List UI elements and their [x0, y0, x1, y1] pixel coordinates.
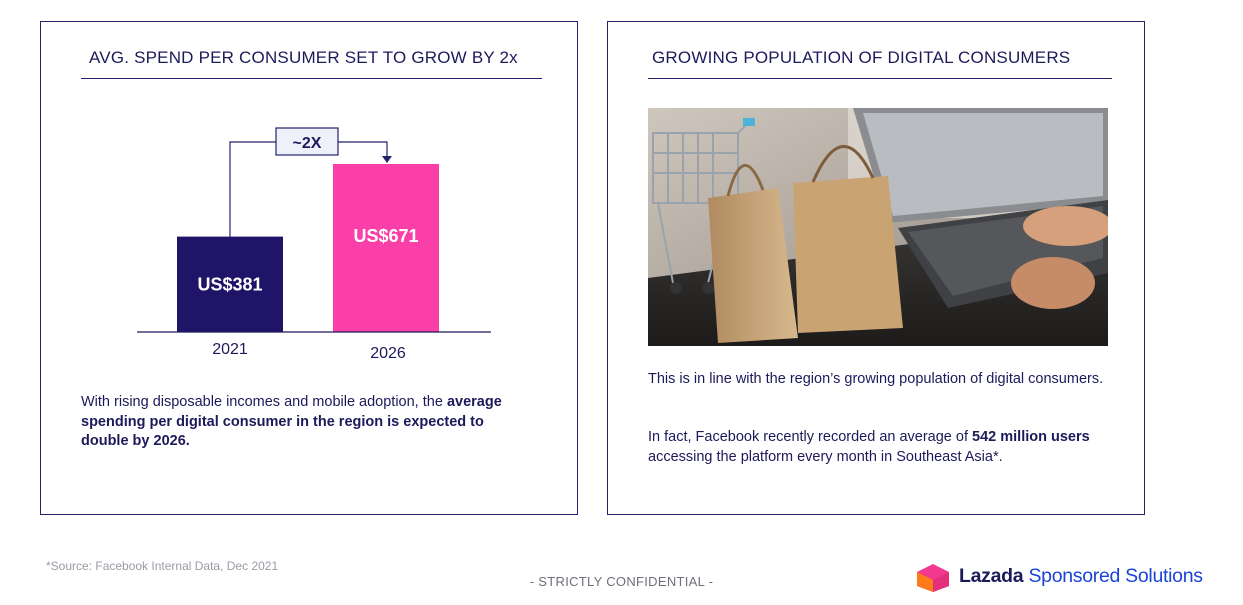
right-paragraph-2: In fact, Facebook recently recorded an a…	[648, 428, 1108, 467]
right-panel-title: GROWING POPULATION OF DIGITAL CONSUMERS	[652, 48, 1071, 67]
left-title-divider	[81, 78, 542, 79]
right-paragraph-1: This is in line with the region’s growin…	[648, 371, 1104, 387]
paragraph2-bold: 542 million users	[972, 429, 1090, 445]
brand-name: Lazada	[959, 564, 1024, 587]
right-panel: GROWING POPULATION OF DIGITAL CONSUMERS	[607, 21, 1145, 515]
lazada-logo-icon	[917, 564, 949, 592]
bar-2021	[177, 236, 283, 332]
value-label-2021: US$381	[197, 274, 262, 294]
growth-arrowhead	[382, 156, 392, 164]
paragraph2-start: In fact, Facebook recently recorded an a…	[648, 429, 973, 445]
left-panel: AVG. SPEND PER CONSUMER SET TO GROW BY 2…	[40, 21, 578, 515]
source-note: *Source: Facebook Internal Data, Dec 202…	[46, 559, 279, 573]
right-title-divider	[648, 78, 1112, 79]
description-plain-text: With rising disposable incomes and mobil…	[81, 394, 443, 410]
shopping-laptop-photo	[648, 108, 1108, 346]
spend-bar-chart: US$381 2021 US$671 2026 ~2X	[137, 127, 491, 362]
growth-annotation-box	[275, 127, 339, 156]
description-bold-text: average spending per digital consumer in…	[81, 394, 502, 449]
bar-2026	[333, 164, 439, 332]
confidential-label: - STRICTLY CONFIDENTIAL -	[529, 574, 714, 589]
left-description: With rising disposable incomes and mobil…	[81, 393, 511, 452]
paragraph2-end: accessing the platform every month in So…	[648, 448, 1003, 465]
lazada-brand: Lazada Sponsored Solutions	[915, 560, 1203, 592]
left-panel-title: AVG. SPEND PER CONSUMER SET TO GROW BY 2…	[89, 48, 518, 67]
category-label-2021: 2021	[212, 341, 248, 358]
growth-annotation-label: ~2X	[293, 135, 322, 152]
value-label-2026: US$671	[353, 226, 418, 246]
category-label-2026: 2026	[370, 345, 406, 362]
brand-suffix: Sponsored Solutions	[1028, 564, 1203, 587]
